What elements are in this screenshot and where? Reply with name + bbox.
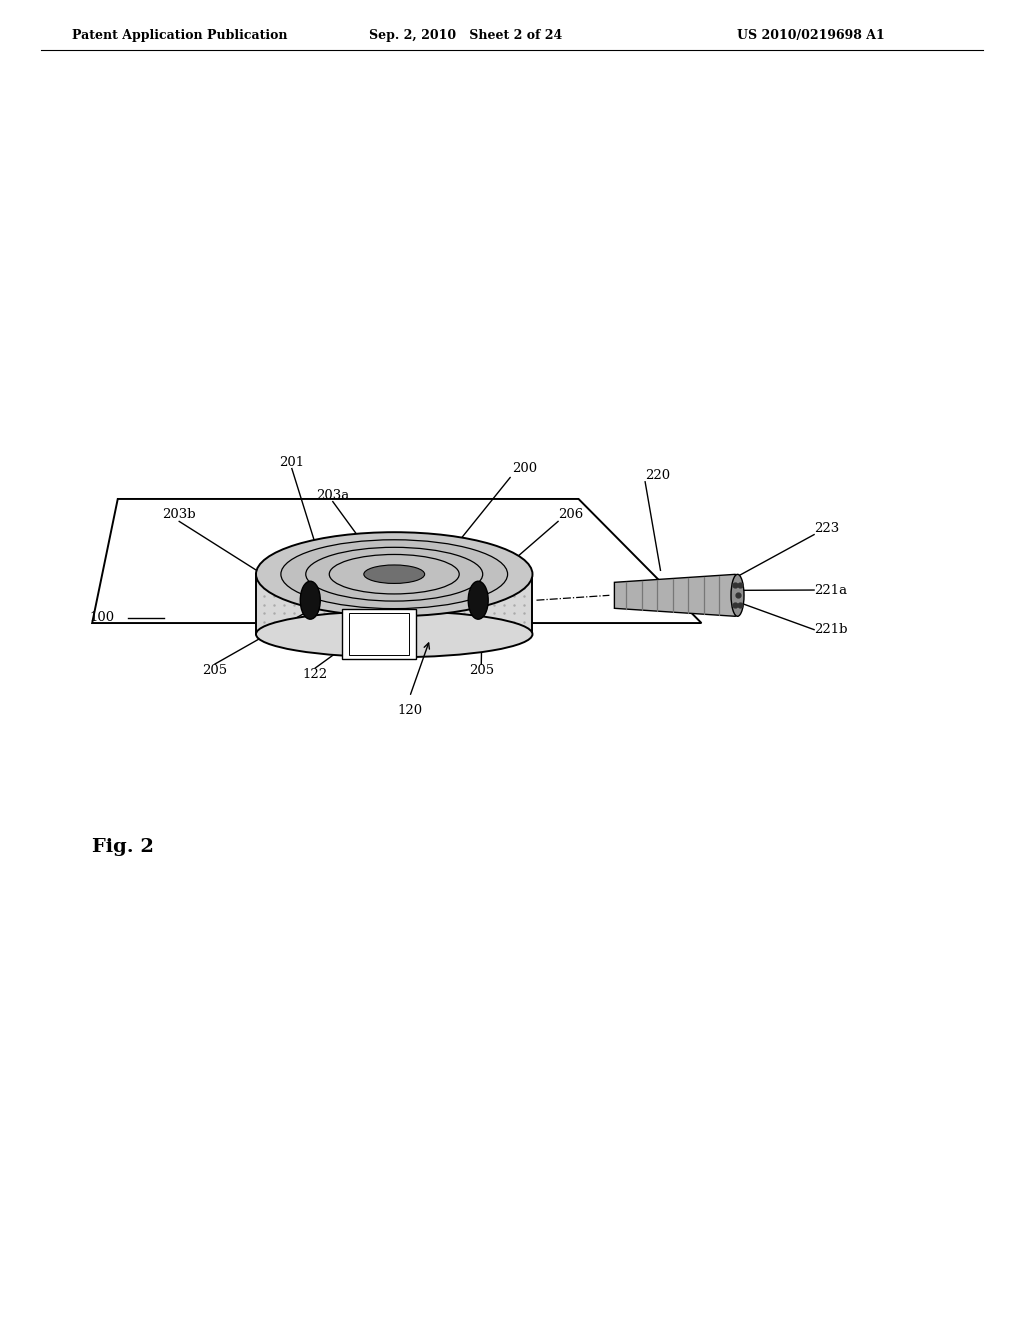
Text: 200: 200 [512, 462, 538, 475]
Text: 221a: 221a [814, 583, 847, 597]
Text: Patent Application Publication: Patent Application Publication [72, 29, 287, 41]
Text: 206: 206 [558, 508, 584, 521]
Ellipse shape [330, 554, 459, 594]
Text: 203b: 203b [163, 508, 196, 521]
Polygon shape [349, 612, 409, 655]
Ellipse shape [300, 581, 321, 619]
Text: 221b: 221b [814, 623, 848, 636]
Ellipse shape [731, 574, 744, 616]
Text: 120: 120 [397, 704, 422, 717]
Text: 223: 223 [814, 521, 840, 535]
Text: 201: 201 [280, 455, 304, 469]
Polygon shape [342, 609, 416, 659]
Ellipse shape [306, 548, 482, 601]
Text: Fig. 2: Fig. 2 [92, 838, 154, 857]
Ellipse shape [281, 540, 508, 609]
Text: 205: 205 [469, 664, 494, 677]
Text: Sep. 2, 2010   Sheet 2 of 24: Sep. 2, 2010 Sheet 2 of 24 [369, 29, 562, 41]
Text: 100: 100 [89, 611, 115, 624]
Text: 122: 122 [303, 668, 328, 681]
Text: 205: 205 [203, 664, 227, 677]
Ellipse shape [364, 565, 425, 583]
Polygon shape [614, 574, 735, 616]
Ellipse shape [256, 532, 532, 616]
Ellipse shape [256, 611, 532, 657]
Ellipse shape [468, 581, 488, 619]
Polygon shape [256, 574, 532, 634]
Text: 220: 220 [645, 469, 671, 482]
Text: 203a: 203a [316, 488, 349, 502]
Text: US 2010/0219698 A1: US 2010/0219698 A1 [737, 29, 885, 41]
